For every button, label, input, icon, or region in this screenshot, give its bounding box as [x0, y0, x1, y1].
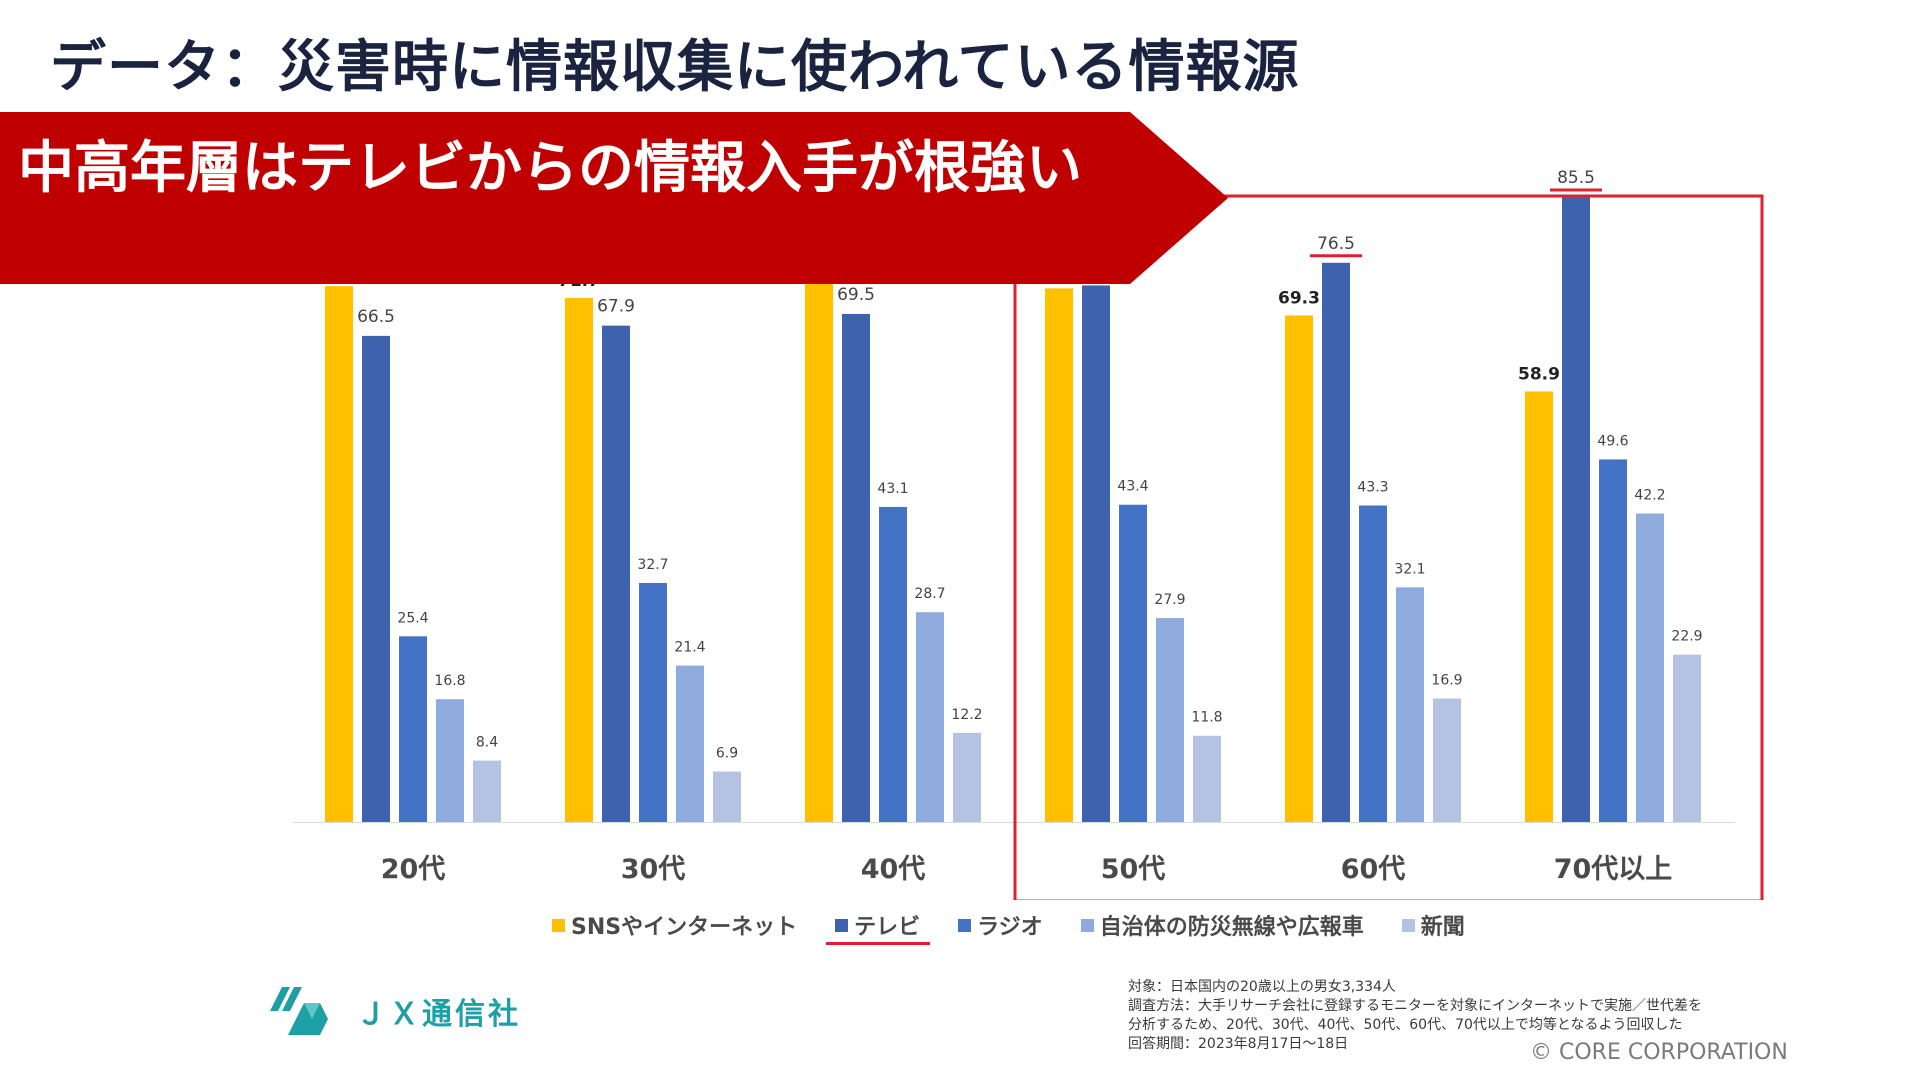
- legend-swatch: [1080, 918, 1094, 932]
- bar-2-5: [1322, 262, 1350, 823]
- bar-3-1: [399, 636, 427, 822]
- value-label: 16.8: [434, 673, 465, 689]
- banner-text: 中高年層はテレビからの情報入手が根強い: [18, 136, 1082, 201]
- value-label: 32.1: [1394, 561, 1425, 577]
- legend-item: テレビ: [835, 909, 920, 941]
- company-logo: ＪＸ通信社: [268, 985, 521, 1037]
- logo-text: ＪＸ通信社: [356, 997, 521, 1032]
- headline-banner: 中高年層はテレビからの情報入手が根強い: [0, 112, 1228, 284]
- bar-5-6: [1673, 654, 1701, 822]
- note-line-period: 回答期間：2023年8月17日〜18日: [1128, 1036, 1349, 1052]
- bar-2-2: [602, 325, 630, 822]
- category-label: 40代: [861, 854, 926, 885]
- bar-4-2: [676, 665, 704, 822]
- value-label: 58.9: [1518, 364, 1560, 384]
- bar-4-6: [1636, 513, 1664, 822]
- legend-swatch: [958, 918, 972, 932]
- legend-item: SNSやインターネット: [552, 909, 797, 941]
- jx-logo-icon: [270, 987, 328, 1035]
- category-label: 70代以上: [1554, 854, 1673, 885]
- bar-1-1: [325, 286, 353, 822]
- value-label: 42.2: [1634, 488, 1665, 504]
- value-label: 8.4: [476, 735, 498, 751]
- bar-5-3: [953, 732, 981, 822]
- legend-swatch: [1401, 918, 1415, 932]
- bar-3-2: [639, 582, 667, 822]
- legend-label: 新聞: [1420, 915, 1465, 940]
- value-label: 32.7: [637, 557, 668, 573]
- value-label: 69.3: [1278, 288, 1320, 308]
- value-label: 43.4: [1117, 479, 1148, 495]
- legend-label: テレビ: [854, 915, 921, 940]
- legend-label: ラジオ: [977, 915, 1043, 940]
- legend-swatch: [835, 918, 849, 932]
- bar-1-4: [1045, 288, 1073, 822]
- bar-chart: 73.366.525.416.88.420代71.767.932.721.46.…: [292, 168, 1764, 900]
- value-label: 43.3: [1357, 479, 1388, 495]
- survey-note: 対象：日本国内の20歳以上の男女3,334人 調査方法：大手リサーチ会社に登録す…: [1128, 978, 1788, 1054]
- bar-2-6: [1562, 197, 1590, 822]
- value-label: 28.7: [914, 586, 945, 602]
- bar-2-4: [1082, 285, 1110, 822]
- bar-3-5: [1359, 505, 1387, 822]
- value-label: 6.9: [716, 746, 738, 762]
- bar-4-3: [916, 612, 944, 822]
- value-label: 69.5: [837, 285, 875, 305]
- bar-4-5: [1396, 587, 1424, 822]
- value-label: 49.6: [1597, 433, 1628, 449]
- legend-item: 自治体の防災無線や広報車: [1080, 909, 1364, 941]
- bar-3-3: [879, 506, 907, 822]
- value-label: 43.1: [877, 481, 908, 497]
- legend-swatch: [552, 918, 565, 932]
- page-title: データ：災害時に情報収集に使われている情報源: [50, 35, 1300, 100]
- bar-5-4: [1193, 735, 1221, 822]
- value-label: 66.5: [357, 307, 395, 327]
- note-line-method: 調査方法：大手リサーチ会社に登録するモニターを対象にインターネットで実施／世代差…: [1128, 998, 1702, 1014]
- bar-5-2: [713, 771, 741, 822]
- copyright: © CORE CORPORATION: [1530, 1040, 1788, 1065]
- note-line-method-cont: 分析するため、20代、30代、40代、50代、60代、70代以上で均等となるよう…: [1128, 1017, 1683, 1033]
- bar-1-2: [565, 297, 593, 822]
- value-label: 67.9: [597, 297, 635, 317]
- value-label: 25.4: [397, 610, 428, 626]
- category-label: 50代: [1101, 854, 1166, 885]
- legend-tv-underline: [826, 942, 930, 945]
- bar-1-3: [805, 273, 833, 822]
- chart-legend: SNSやインターネット テレビ ラジオ 自治体の防災無線や広報車 新聞: [552, 905, 1465, 945]
- bar-2-1: [362, 335, 390, 822]
- value-label: 12.2: [951, 707, 982, 723]
- bar-2-3: [842, 313, 870, 822]
- bar-3-4: [1119, 504, 1147, 822]
- value-label: 11.8: [1191, 710, 1222, 726]
- bar-4-1: [436, 699, 464, 822]
- highlight-box: [1013, 194, 1764, 900]
- bar-1-5: [1285, 315, 1313, 822]
- note-line-target: 対象：日本国内の20歳以上の男女3,334人: [1128, 979, 1396, 995]
- value-label: 27.9: [1154, 592, 1185, 608]
- value-label: 85.5: [1557, 168, 1595, 188]
- legend-label: 自治体の防災無線や広報車: [1099, 915, 1364, 940]
- legend-label: SNSやインターネット: [571, 915, 798, 940]
- category-label: 20代: [381, 854, 446, 885]
- bar-3-6: [1599, 459, 1627, 822]
- category-label: 30代: [621, 854, 686, 885]
- banner-arrow-shape: [0, 112, 1228, 284]
- bar-5-5: [1433, 698, 1461, 822]
- value-label: 16.9: [1431, 672, 1462, 688]
- value-label: 22.9: [1671, 629, 1702, 645]
- legend-item: ラジオ: [958, 909, 1043, 941]
- bar-4-4: [1156, 618, 1184, 822]
- category-label: 60代: [1341, 854, 1406, 885]
- legend-item: 新聞: [1401, 909, 1465, 941]
- bar-5-1: [473, 760, 501, 822]
- bar-1-6: [1525, 391, 1553, 822]
- value-label: 21.4: [674, 640, 705, 656]
- value-label: 76.5: [1317, 234, 1355, 254]
